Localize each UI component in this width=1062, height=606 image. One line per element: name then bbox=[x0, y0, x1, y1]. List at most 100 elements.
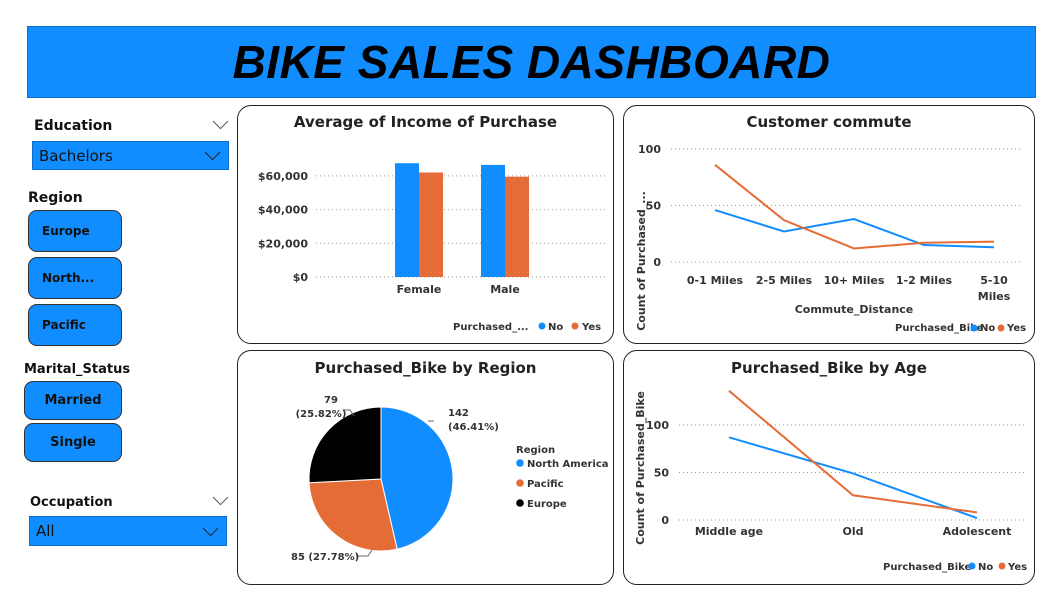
leader-line bbox=[356, 549, 373, 557]
education-slicer-title: Education bbox=[34, 118, 113, 134]
legend-yes-label: Yes bbox=[1006, 323, 1026, 334]
legend-no-marker bbox=[970, 324, 978, 332]
commute-chart-title: Customer commute bbox=[746, 113, 912, 131]
marital-tile-married[interactable]: Married bbox=[24, 381, 122, 420]
y-tick-label: $0 bbox=[293, 271, 309, 284]
x-tick-label: 10+ Miles bbox=[824, 274, 885, 287]
y-tick-label: 0 bbox=[653, 256, 661, 269]
legend-yes-label: Yes bbox=[581, 322, 601, 333]
y-tick-label: 100 bbox=[646, 419, 669, 432]
commute-chart-svg: Count of Purchased_... 0 50 100 0-1 Miles 2… bbox=[635, 143, 1026, 334]
x-tick-label: Middle age bbox=[695, 525, 763, 538]
legend-label: Europe bbox=[527, 499, 567, 510]
legend-yes-marker bbox=[998, 562, 1006, 570]
series-line-yes[interactable] bbox=[728, 390, 978, 514]
education-dropdown[interactable]: Bachelors bbox=[32, 141, 229, 170]
x-tick-label: 1-2 Miles bbox=[896, 274, 953, 287]
data-label-europe-pct: (25.82%) bbox=[296, 409, 347, 420]
age-y-axis-label: Count of Purchased_Bike bbox=[634, 391, 647, 545]
x-tick-label: 0-1 Miles bbox=[687, 274, 744, 287]
y-tick-label: $20,000 bbox=[258, 237, 308, 250]
legend-label: North America bbox=[527, 459, 609, 470]
legend-marker-europe bbox=[516, 499, 524, 507]
x-tick-label: 2-5 Miles bbox=[756, 274, 813, 287]
x-tick-label: Old bbox=[843, 525, 864, 538]
age-chart-card: Purchased_Bike by Age Count of Purchased… bbox=[623, 350, 1035, 585]
age-chart-title: Purchased_Bike by Age bbox=[731, 359, 927, 377]
chevron-down-icon[interactable] bbox=[212, 113, 229, 130]
income-chart-svg: $0 $20,000 $40,000 $60,000 Female Male Purch… bbox=[258, 163, 606, 333]
marital-tile-label: Single bbox=[50, 435, 96, 450]
bar-male-yes[interactable] bbox=[505, 176, 529, 277]
x-tick-label: Female bbox=[397, 283, 442, 296]
region-tile-europe[interactable]: Europe bbox=[28, 210, 122, 252]
bar-female-no[interactable] bbox=[395, 163, 419, 277]
region-slicer-title: Region bbox=[28, 190, 83, 206]
region-chart-card: Purchased_Bike by Region 142 (46.41%) 79 (2… bbox=[237, 350, 614, 585]
series-line-yes[interactable] bbox=[714, 164, 995, 250]
income-chart-title: Average of Income of Purchase bbox=[293, 113, 558, 131]
pie-slice-north-america[interactable] bbox=[380, 406, 454, 550]
x-tick-label: 5-10 bbox=[980, 274, 1008, 287]
x-tick-label: Miles bbox=[978, 290, 1011, 303]
legend-yes-marker bbox=[997, 324, 1005, 332]
region-tile-north-america[interactable]: North... bbox=[28, 257, 122, 299]
y-tick-label: 50 bbox=[646, 200, 662, 213]
occupation-dropdown[interactable]: All bbox=[29, 516, 227, 546]
pie-slice-europe[interactable] bbox=[308, 406, 382, 484]
chevron-down-icon bbox=[204, 144, 221, 161]
income-chart-card: Average of Income of Purchase $0 $20,000 $… bbox=[237, 105, 614, 344]
region-tile-label: Pacific bbox=[42, 318, 86, 332]
y-tick-label: 50 bbox=[654, 467, 670, 480]
data-label-europe: 79 bbox=[324, 395, 338, 406]
legend-no-label: No bbox=[548, 322, 563, 333]
data-label-north-america-pct: (46.41%) bbox=[448, 422, 499, 433]
legend-label: Pacific bbox=[527, 479, 564, 490]
bar-male-no[interactable] bbox=[481, 164, 505, 277]
marital-status-slicer-title: Marital_Status bbox=[24, 362, 131, 377]
x-tick-label: Male bbox=[490, 283, 520, 296]
legend-no-marker bbox=[538, 322, 546, 330]
region-tile-label: North... bbox=[42, 271, 95, 285]
pie-slice-pacific[interactable] bbox=[308, 478, 398, 552]
region-tile-label: Europe bbox=[42, 224, 90, 238]
leader-line bbox=[343, 409, 355, 417]
data-label-pacific: 85 (27.78%) bbox=[291, 552, 359, 563]
chevron-down-icon[interactable] bbox=[212, 489, 229, 506]
x-tick-label: Adolescent bbox=[943, 525, 1012, 538]
commute-y-axis-label: Count of Purchased_... bbox=[635, 191, 648, 331]
region-chart-title: Purchased_Bike by Region bbox=[314, 359, 537, 377]
occupation-slicer-title: Occupation bbox=[30, 495, 113, 510]
region-legend-title: Region bbox=[516, 445, 555, 456]
y-tick-label: 0 bbox=[661, 514, 669, 527]
income-legend-title: Purchased_... bbox=[453, 322, 528, 333]
data-label-north-america: 142 bbox=[448, 408, 469, 419]
legend-marker-pacific bbox=[516, 479, 524, 487]
age-legend-title: Purchased_Bike bbox=[883, 562, 971, 573]
commute-chart-card: Customer commute Count of Purchased_... … bbox=[623, 105, 1035, 344]
y-tick-label: $60,000 bbox=[258, 170, 308, 183]
age-chart-svg: Count of Purchased_Bike 0 50 100 Middle ag… bbox=[634, 390, 1027, 573]
commute-legend-title: Purchased_Bike bbox=[895, 323, 983, 334]
dashboard-title-bar: BIKE SALES DASHBOARD bbox=[27, 26, 1036, 98]
region-chart-svg: 142(46.41%)79(25.82%)85 (27.78%) Region … bbox=[291, 395, 609, 563]
chevron-down-icon bbox=[202, 520, 219, 536]
legend-no-label: No bbox=[978, 562, 993, 573]
series-line-no[interactable] bbox=[714, 209, 995, 249]
legend-no-label: No bbox=[980, 323, 995, 334]
legend-yes-label: Yes bbox=[1007, 562, 1027, 573]
y-tick-label: $40,000 bbox=[258, 204, 308, 217]
bar-female-yes[interactable] bbox=[419, 172, 443, 277]
legend-yes-marker bbox=[571, 322, 579, 330]
dashboard-title: BIKE SALES DASHBOARD bbox=[232, 36, 831, 88]
region-tile-pacific[interactable]: Pacific bbox=[28, 304, 122, 346]
marital-tile-label: Married bbox=[44, 393, 102, 408]
legend-no-marker bbox=[968, 562, 976, 570]
education-selected-value: Bachelors bbox=[39, 146, 113, 165]
occupation-selected-value: All bbox=[36, 522, 55, 540]
legend-marker-north-america bbox=[516, 459, 524, 467]
y-tick-label: 100 bbox=[638, 143, 661, 156]
marital-tile-single[interactable]: Single bbox=[24, 423, 122, 462]
series-line-no[interactable] bbox=[728, 436, 978, 520]
commute-x-axis-label: Commute_Distance bbox=[795, 303, 914, 316]
